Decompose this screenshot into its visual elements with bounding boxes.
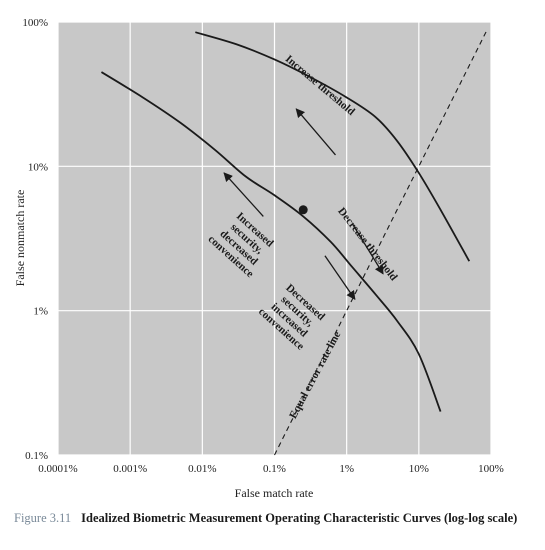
series-layer [100, 28, 489, 456]
x-tick-label: 0.01% [188, 463, 216, 475]
x-tick-label: 100% [478, 463, 504, 475]
x-tick-label: 0.001% [113, 463, 147, 475]
y-tick-label: 0.1% [25, 450, 48, 462]
x-tick-label: 0.1% [263, 463, 286, 475]
figure-caption-text: Idealized Biometric Measurement Operatin… [81, 511, 518, 525]
operating-curve-2 [195, 31, 471, 262]
x-tick-label: 1% [339, 463, 354, 475]
y-tick-label: 1% [33, 306, 48, 318]
x-axis-title: False match rate [235, 486, 314, 500]
equal-error-rate-line [274, 28, 489, 456]
arrow-layer [223, 108, 384, 300]
y-axis-title: False nonmatch rate [13, 190, 27, 287]
direction-arrow [351, 223, 384, 275]
direction-arrow [295, 108, 336, 156]
figure-caption: Figure 3.11 Idealized Biometric Measureme… [14, 511, 534, 526]
x-tick-label: 0.0001% [38, 463, 77, 475]
direction-arrow [223, 172, 264, 217]
direction-arrow [324, 255, 356, 300]
grid-lines [57, 21, 492, 456]
figure-number: Figure 3.11 [14, 511, 72, 525]
y-tick-label: 10% [28, 161, 48, 173]
operating-curve-1 [100, 71, 442, 412]
tick-labels: 0.0001% 0.001% 0.01% 0.1% 1% 10% 100% 0.1% 1% 10%… [22, 17, 504, 475]
y-tick-label: 100% [22, 17, 48, 29]
operating-point [298, 205, 308, 215]
x-tick-label: 10% [409, 463, 429, 475]
